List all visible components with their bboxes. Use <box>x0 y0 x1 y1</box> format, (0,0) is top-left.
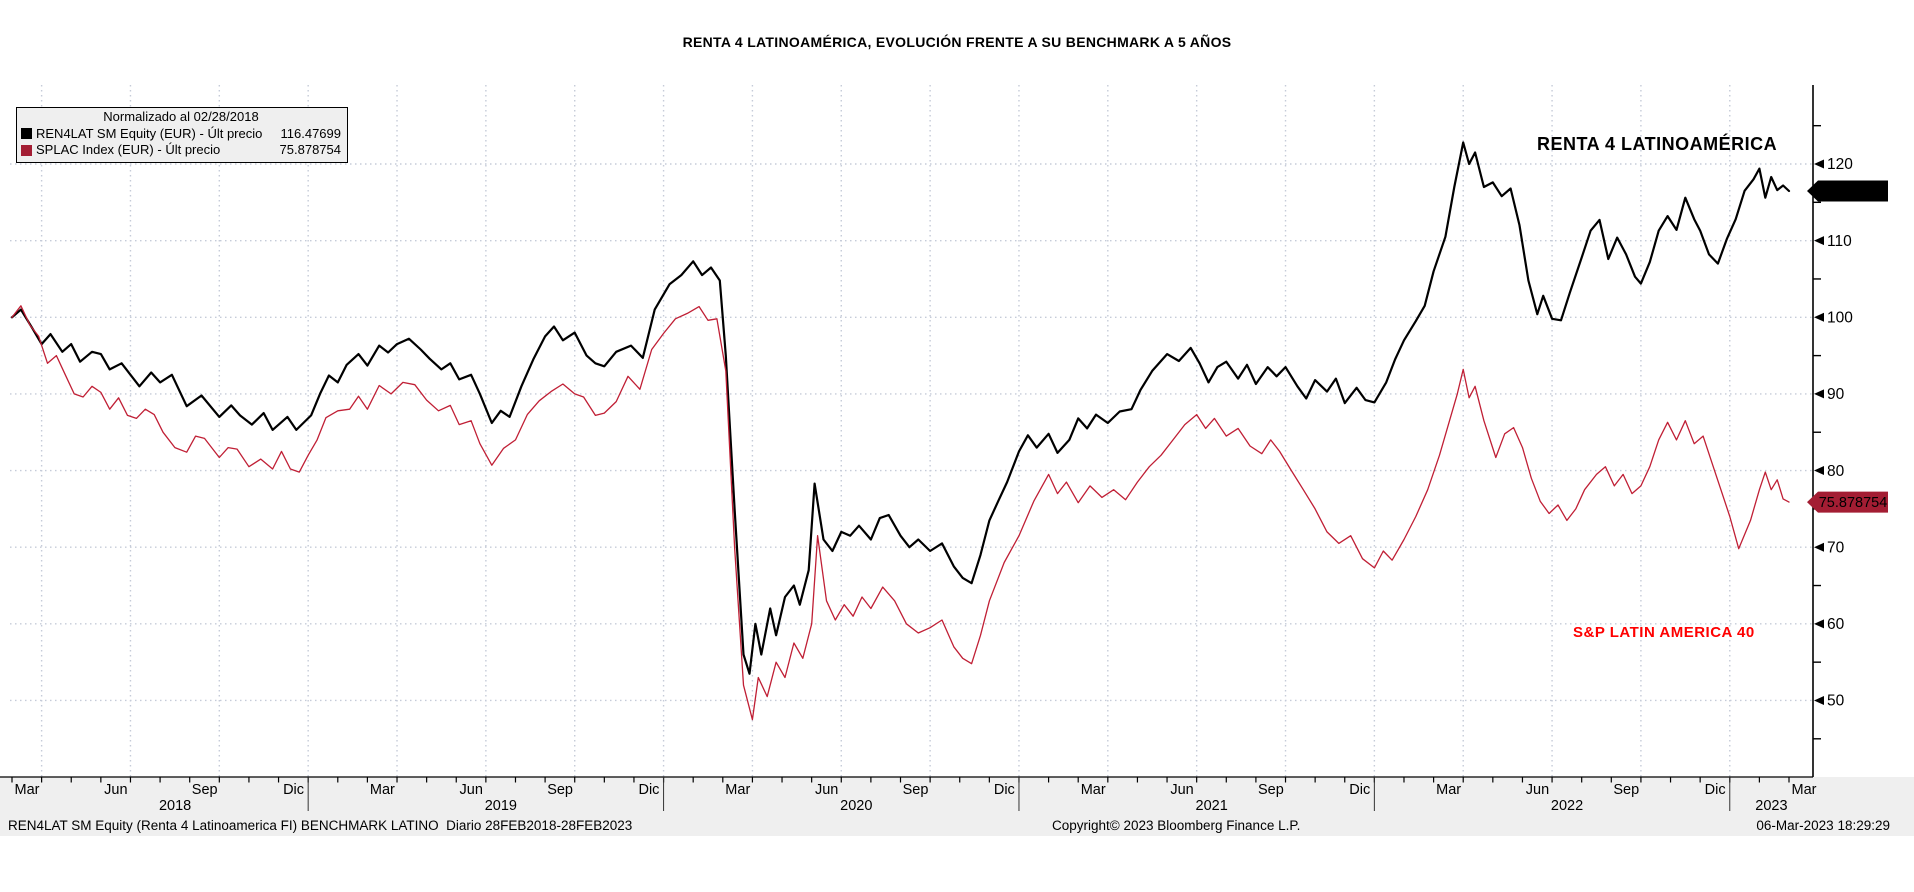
footer-security-description: REN4LAT SM Equity (Renta 4 Latinoamerica… <box>8 818 633 833</box>
svg-text:2021: 2021 <box>1196 798 1228 814</box>
svg-text:2022: 2022 <box>1551 798 1583 814</box>
svg-text:Mar: Mar <box>15 782 40 798</box>
svg-text:2020: 2020 <box>840 798 872 814</box>
svg-text:100: 100 <box>1827 309 1853 326</box>
last-price-labels: 116.47699 75.878754 <box>1807 180 1888 513</box>
y-axis: 50 60 70 80 90 100 110 120 <box>1812 85 1853 777</box>
svg-text:Mar: Mar <box>1081 782 1106 798</box>
svg-text:Dic: Dic <box>283 782 304 798</box>
annotation-renta4-latinoamerica: RENTA 4 LATINOAMÉRICA <box>1537 134 1778 154</box>
legend-item-value: 75.878754 <box>279 142 341 157</box>
svg-text:Mar: Mar <box>725 782 750 798</box>
svg-text:116.47699: 116.47699 <box>1819 184 1886 200</box>
svg-text:70: 70 <box>1827 539 1845 556</box>
svg-text:Jun: Jun <box>104 782 127 798</box>
svg-text:75.878754: 75.878754 <box>1819 495 1888 511</box>
series-lines[interactable] <box>10 141 1791 721</box>
svg-text:Dic: Dic <box>1705 782 1726 798</box>
legend-item-ren4lat: REN4LAT SM Equity (EUR) - Últ precio 116… <box>21 126 341 143</box>
gridlines <box>10 85 1813 777</box>
axis-footer-strip <box>0 777 1914 836</box>
svg-text:50: 50 <box>1827 693 1845 710</box>
svg-text:Dic: Dic <box>1349 782 1370 798</box>
svg-text:80: 80 <box>1827 463 1845 480</box>
plot-area[interactable] <box>10 85 1813 777</box>
svg-text:Sep: Sep <box>903 782 929 798</box>
svg-text:Mar: Mar <box>1792 782 1817 798</box>
svg-text:2023: 2023 <box>1755 798 1787 814</box>
splac-color-swatch <box>21 144 32 156</box>
legend-item-label: SPLAC Index (EUR) - Últ precio <box>36 142 221 157</box>
svg-text:Jun: Jun <box>460 782 483 798</box>
page-title: RENTA 4 LATINOAMÉRICA, EVOLUCIÓN FRENTE … <box>682 34 1232 50</box>
svg-text:120: 120 <box>1827 156 1853 173</box>
svg-text:2018: 2018 <box>159 798 191 814</box>
svg-text:60: 60 <box>1827 616 1845 633</box>
svg-text:Mar: Mar <box>370 782 395 798</box>
svg-text:Jun: Jun <box>1170 782 1193 798</box>
footer-timestamp: 06-Mar-2023 18:29:29 <box>1756 818 1890 833</box>
svg-text:Sep: Sep <box>1258 782 1284 798</box>
svg-text:Dic: Dic <box>638 782 659 798</box>
svg-text:Jun: Jun <box>815 782 838 798</box>
legend-item-value: 116.47699 <box>280 125 342 141</box>
svg-text:Sep: Sep <box>192 782 218 798</box>
legend-item-splac: SPLAC Index (EUR) - Últ precio 75.878754 <box>21 142 341 159</box>
svg-text:Mar: Mar <box>1436 782 1461 798</box>
svg-text:110: 110 <box>1827 233 1852 250</box>
svg-text:90: 90 <box>1827 386 1845 403</box>
svg-text:Sep: Sep <box>1613 782 1639 798</box>
annotation-sp-latin-america-40: S&P LATIN AMERICA 40 <box>1573 624 1755 641</box>
svg-text:Sep: Sep <box>547 782 573 798</box>
legend-normalized-note: Normalizado al 02/28/2018 <box>103 109 259 124</box>
svg-text:Jun: Jun <box>1526 782 1549 798</box>
svg-text:2019: 2019 <box>485 798 517 814</box>
legend-item-label: REN4LAT SM Equity (EUR) - Últ precio <box>36 125 263 141</box>
legend-box: Normalizado al 02/28/2018 REN4LAT SM Equ… <box>16 107 348 163</box>
x-axis: Mar Jun Sep Dic Mar Jun Sep Dic Mar Jun Sep Dic Mar J… <box>0 776 1817 814</box>
svg-text:Dic: Dic <box>994 782 1015 798</box>
footer-copyright: Copyright© 2023 Bloomberg Finance L.P. <box>1052 818 1301 833</box>
ren4lat-color-swatch <box>21 128 32 140</box>
